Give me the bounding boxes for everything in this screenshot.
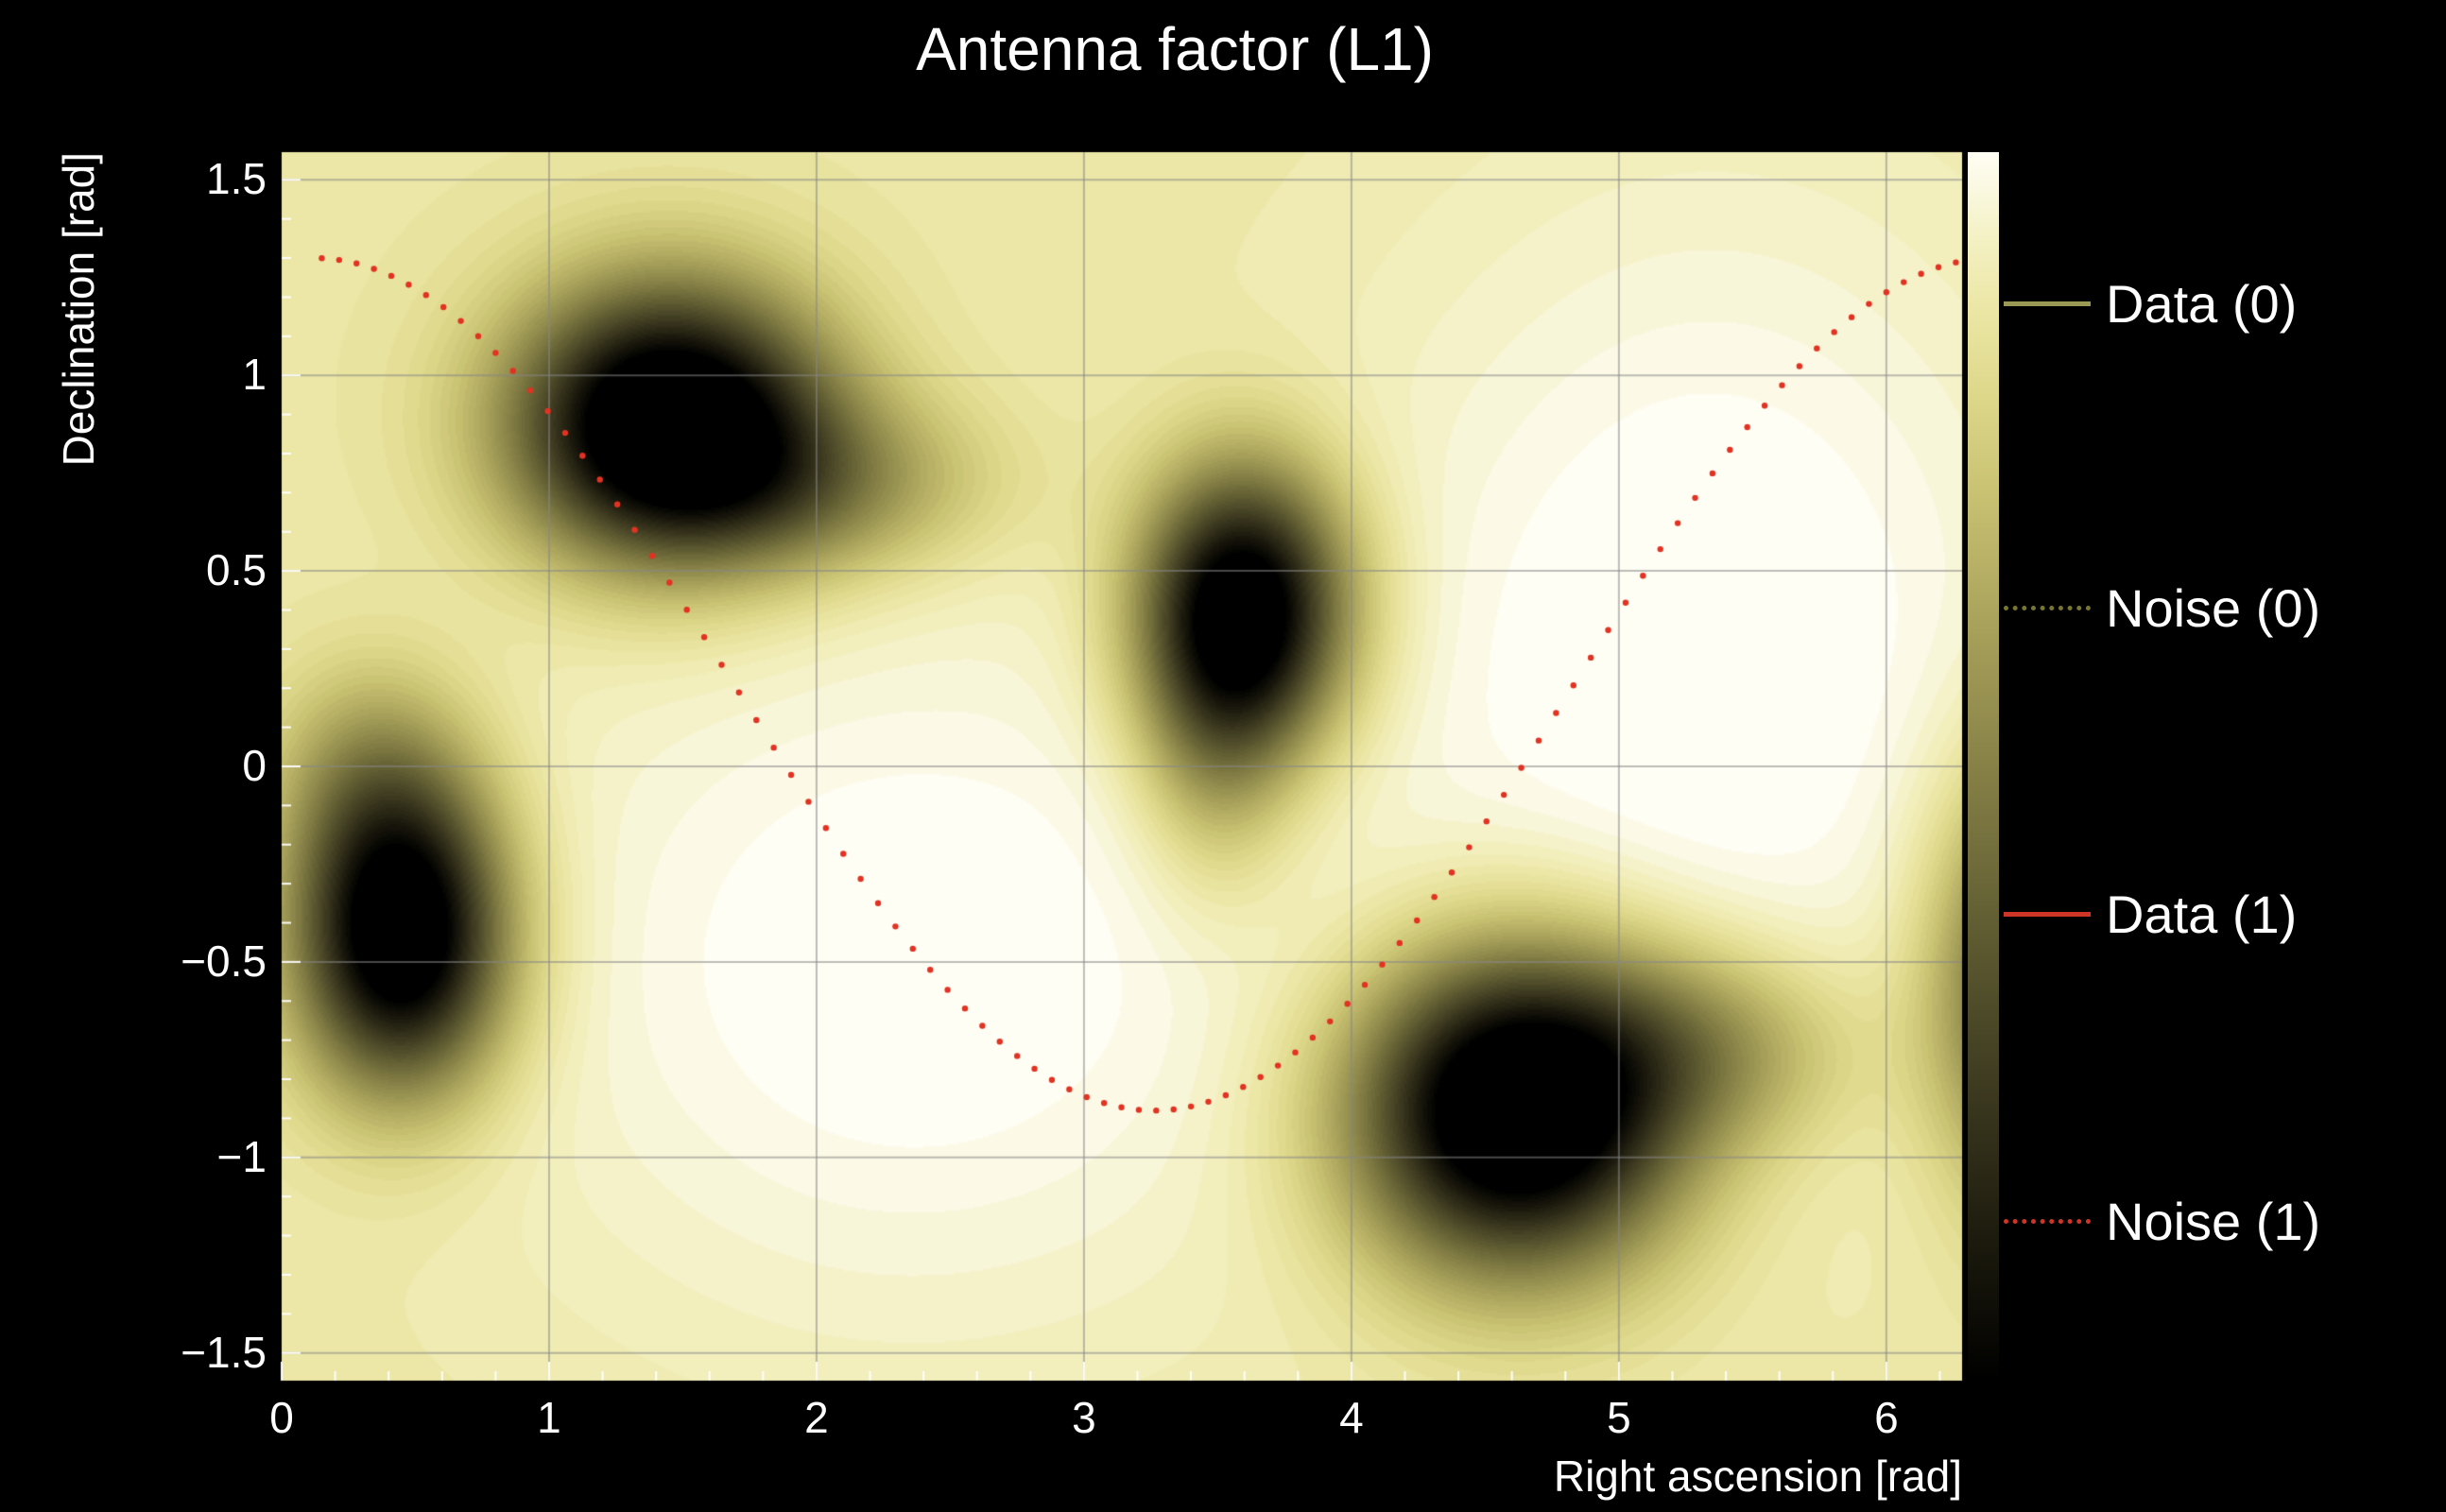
y-tick-label: −1	[216, 1131, 267, 1181]
legend-line-dotted-icon	[2004, 605, 2091, 610]
legend-item: Noise (1)	[2004, 1181, 2320, 1261]
legend-label: Noise (1)	[2106, 1191, 2321, 1251]
legend-line-solid-icon	[2004, 911, 2091, 917]
colorbar-gradient	[1968, 152, 1999, 1381]
legend-label: Data (0)	[2106, 273, 2298, 334]
legend-item: Data (0)	[2004, 264, 2297, 343]
legend-item: Data (1)	[2004, 874, 2297, 954]
y-tick-label: −0.5	[181, 936, 267, 986]
x-tick-label: 0	[269, 1393, 294, 1442]
x-tick-label: 3	[1072, 1393, 1096, 1442]
legend-line-solid-icon	[2004, 301, 2091, 306]
x-tick-label: 1	[537, 1393, 561, 1442]
legend-item: Noise (0)	[2004, 568, 2320, 647]
x-tick-label: 6	[1874, 1393, 1899, 1442]
y-tick-label: 1.5	[206, 154, 267, 204]
y-tick-label: 1	[242, 350, 267, 400]
legend-label: Data (1)	[2106, 884, 2298, 944]
x-tick-label: 5	[1607, 1393, 1631, 1442]
legend-label: Noise (0)	[2106, 577, 2321, 638]
chart-title: Antenna factor (L1)	[916, 15, 1434, 83]
x-tick-label: 2	[804, 1393, 829, 1442]
y-tick-label: 0.5	[206, 545, 267, 595]
y-tick-label: −1.5	[181, 1327, 267, 1377]
x-tick-label: 4	[1339, 1393, 1364, 1442]
y-tick-label: 0	[242, 741, 267, 790]
x-axis-title: Right ascension [rad]	[1553, 1452, 1962, 1501]
legend-line-dotted-icon	[2004, 1218, 2091, 1224]
